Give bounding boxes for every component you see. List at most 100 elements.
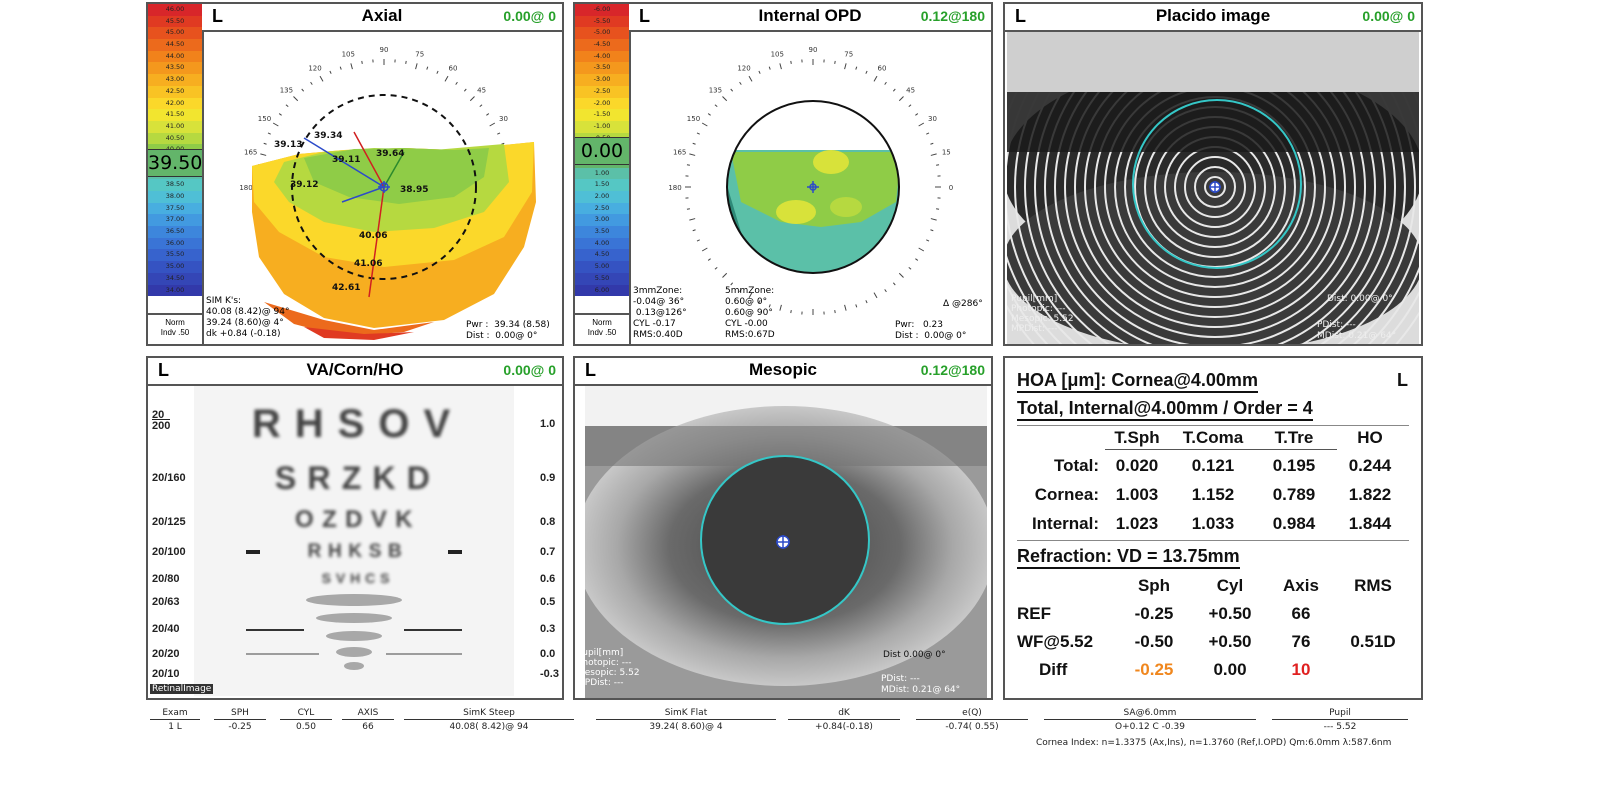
hoa-col-header: T.Sph: [1114, 428, 1160, 447]
pupil-circle: [291, 94, 477, 280]
eye-label: L: [585, 360, 596, 380]
placido-ring: [1194, 166, 1236, 208]
zone5-block: 5mmZone: 0.60@ 0° 0.60@ 90° CYL -0.00 RM…: [725, 286, 775, 341]
va-label-decimal: 0.3: [540, 623, 556, 635]
photopic-value: Photopic: ---: [585, 658, 632, 668]
scale-tick: 5.00: [575, 261, 629, 273]
axis-line-blue: [341, 186, 385, 203]
panel-value: 0.12@180: [920, 8, 985, 24]
placido-image[interactable]: Pupil[mm] Photopic: --- Mesopic: 5.52 MP…: [1007, 32, 1419, 344]
ring-tick: [768, 304, 771, 308]
ring-tick: [865, 300, 868, 304]
ring-angle-label: 135: [709, 86, 722, 94]
strip-axis: AXIS 66: [342, 708, 394, 732]
scale-tick: 36.50: [148, 226, 202, 238]
ring-tick: [469, 96, 475, 102]
ring-tick: [701, 122, 708, 127]
strip-simk-steep: SimK Steep 40.08( 8.42)@ 94: [404, 708, 574, 732]
ref-cell: 0.51D: [1350, 632, 1396, 651]
simk-block: SIM K's: 40.08 (8.42)@ 94° 39.24 (8.60)@…: [206, 296, 290, 340]
va-label-snellen: 20 200: [152, 409, 171, 432]
axial-value-label: 40.06: [359, 231, 387, 241]
eye-label: L: [1397, 370, 1408, 390]
ring-tick: [696, 239, 700, 242]
strip-pupil: Pupil --- 5.52: [1272, 708, 1408, 732]
eye-label: L: [212, 6, 223, 26]
ring-angle-label: 60: [449, 64, 458, 72]
axial-panel[interactable]: 46.00 45.50 45.00 44.50 44.00 43.50 43.00 42.50…: [146, 2, 564, 346]
internal-opd-panel[interactable]: -6.00 -5.50 -5.00 -4.50 -4.00 -3.50 -3.00 -2.50…: [573, 2, 993, 346]
va-chart-lines: [246, 550, 462, 670]
scale-tick: 6.00: [575, 284, 629, 297]
ring-angle-label: 150: [687, 115, 700, 123]
ring-tick: [707, 258, 711, 261]
strip-exam: Exam 1 L: [150, 708, 200, 732]
placido-panel[interactable]: L Placido image 0.00@ 0 Pupil[mm] Photop…: [1003, 2, 1423, 346]
scale-footer[interactable]: Norm Indv .50: [575, 313, 629, 344]
hoa-row-label: Cornea:: [1034, 485, 1099, 504]
mesopic-panel[interactable]: L Mesopic 0.12@180 Pupil[mm] Photopic: -: [573, 356, 993, 700]
ring-tick: [722, 272, 728, 278]
ring-angle-label: 120: [308, 64, 321, 72]
va-label-decimal: 1.0: [540, 418, 556, 430]
ref-cell: +0.50: [1208, 632, 1252, 651]
ring-tick: [686, 164, 690, 166]
placido-ring: [1024, 32, 1406, 344]
map-zone-red: [304, 327, 414, 340]
ring-tick: [908, 104, 912, 108]
ring-tick: [936, 208, 940, 210]
axial-title-bar: L Axial 0.00@ 0: [202, 4, 562, 32]
va-label-snellen: 20/100: [152, 546, 186, 558]
zone3-block: 3mmZone: -0.04@ 36° 0.13@126° CYL -0.17 …: [633, 286, 687, 341]
axis-line-blue: [303, 137, 385, 188]
hoa-cell: 0.121: [1191, 456, 1235, 475]
ring-tick: [696, 132, 700, 135]
ring-tick: [865, 70, 868, 74]
mesopic-value: Mesopic: 5.52: [585, 668, 640, 678]
ring-tick: [692, 229, 696, 232]
va-chart-area: [194, 386, 514, 696]
zone3-title: 3mmZone:: [633, 286, 683, 296]
ring-tick: [844, 63, 847, 70]
axis-line-red: [353, 131, 385, 188]
scale-tick: 43.50: [148, 62, 202, 75]
refraction-title: Refraction: VD = 13.75mm: [1017, 546, 1240, 569]
photopic-value: Photopic: ---: [1011, 304, 1066, 314]
scale-tick: 42.50: [148, 85, 202, 98]
va-label-snellen: 20/125: [152, 516, 186, 528]
scale-tick: -1.50: [575, 109, 629, 121]
placido-dist: Dist: 0.00@ 0°: [1327, 294, 1393, 304]
va-panel[interactable]: L VA/Corn/HO 0.00@ 0 20 200 20/160 20/125…: [146, 356, 564, 700]
ring-tick: [707, 113, 711, 116]
va-row-letters: SVHCS: [321, 570, 395, 586]
scale-footer[interactable]: Norm Indv .50: [148, 313, 202, 344]
eye-label: L: [158, 360, 169, 380]
placido-ring: [1184, 156, 1246, 218]
scale-tick: -1.00: [575, 120, 629, 133]
axial-value-label: 39.34: [314, 131, 342, 141]
hoa-cell: 0.195: [1272, 456, 1316, 475]
ring-tick: [790, 60, 792, 64]
va-label-decimal: 0.6: [540, 573, 556, 585]
ring-tick: [884, 289, 887, 293]
panel-title: Axial: [361, 6, 403, 25]
ring-tick: [329, 70, 332, 74]
mesopic-image[interactable]: Pupil[mm] Photopic: --- Mesopic: 5.52 MP…: [585, 386, 987, 698]
scale-tick: -4.00: [575, 50, 629, 63]
hoa-cell: 0.020: [1115, 456, 1159, 475]
panel-title: VA/Corn/HO: [306, 360, 404, 379]
ref-row-label: WF@5.52: [1017, 632, 1094, 651]
axial-value-label: 39.12: [290, 180, 318, 190]
hoa-cell: 1.033: [1191, 514, 1235, 533]
panel-value: 0.12@180: [920, 362, 985, 378]
strip-eq: e(Q) -0.74( 0.55): [916, 708, 1028, 732]
ref-col-header: Cyl: [1216, 576, 1244, 595]
mesopic-pdist: PDist: ---: [881, 674, 920, 684]
scale-tick: 34.00: [148, 284, 202, 297]
ring-angle-label: 180: [668, 184, 681, 192]
scale-tick: 45.00: [148, 27, 202, 40]
ref-row-label: Diff: [1039, 660, 1068, 679]
hoa-row-label: Internal:: [1031, 514, 1099, 533]
